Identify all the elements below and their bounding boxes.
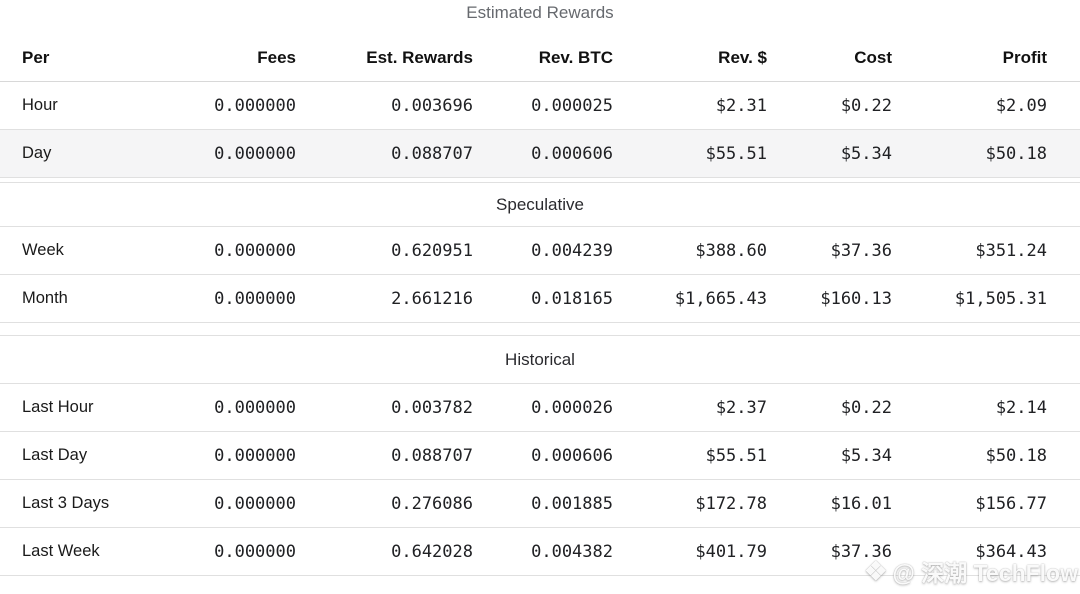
cell-day-per: Day [22, 144, 52, 162]
cell-last-day-cost: $5.34 [840, 445, 892, 466]
cell-last-hour-cost: $0.22 [840, 397, 892, 418]
cell-last-3-days-cost: $16.01 [830, 493, 892, 514]
section-header-historical: Historical [0, 335, 1080, 384]
cell-month-rev-btc: 0.018165 [531, 288, 613, 309]
column-header-rev-usd: Rev. $ [718, 48, 767, 67]
table-header-row: Per Fees Est. Rewards Rev. BTC Rev. $ Cost Pro… [0, 35, 1080, 82]
table-row-last-hour: Last Hour 0.000000 0.003782 0.000026 $2.37 $0… [0, 384, 1080, 432]
cell-day-cost: $5.34 [840, 143, 892, 164]
cell-last-3-days-fees: 0.000000 [214, 493, 296, 514]
cell-last-hour-rev-btc: 0.000026 [531, 397, 613, 418]
cell-last-day-rev-btc: 0.000606 [531, 445, 613, 466]
cell-last-hour-est-rewards: 0.003782 [391, 397, 473, 418]
cell-hour-cost: $0.22 [840, 95, 892, 116]
cell-last-3-days-profit: $156.77 [975, 493, 1047, 514]
cell-last-week-per: Last Week [22, 542, 100, 560]
cell-last-week-profit: $364.43 [975, 541, 1047, 562]
cell-last-week-cost: $37.36 [830, 541, 892, 562]
cell-last-week-fees: 0.000000 [214, 541, 296, 562]
cell-last-hour-profit: $2.14 [995, 397, 1047, 418]
cell-month-per: Month [22, 289, 68, 307]
cell-hour-rev-usd: $2.31 [715, 95, 767, 116]
cell-last-week-rev-btc: 0.004382 [531, 541, 613, 562]
column-header-est-rewards: Est. Rewards [366, 48, 473, 67]
column-header-cost: Cost [854, 48, 892, 67]
cell-hour-est-rewards: 0.003696 [391, 95, 473, 116]
cell-last-3-days-rev-usd: $172.78 [695, 493, 767, 514]
cell-last-3-days-est-rewards: 0.276086 [391, 493, 473, 514]
table-row-last-day: Last Day 0.000000 0.088707 0.000606 $55.51 $5… [0, 432, 1080, 480]
cell-last-hour-fees: 0.000000 [214, 397, 296, 418]
table-row-day: Day 0.000000 0.088707 0.000606 $55.51 $5.34 $5… [0, 130, 1080, 178]
cell-last-hour-per: Last Hour [22, 398, 94, 416]
cell-month-cost: $160.13 [820, 288, 892, 309]
cell-last-3-days-per: Last 3 Days [22, 494, 110, 512]
column-header-per: Per [22, 48, 50, 67]
cell-last-day-profit: $50.18 [985, 445, 1047, 466]
cell-last-day-per: Last Day [22, 446, 88, 464]
column-header-profit: Profit [1002, 48, 1047, 67]
cell-last-day-rev-usd: $55.51 [705, 445, 767, 466]
table-row-week: Week 0.000000 0.620951 0.004239 $388.60 $37.3… [0, 227, 1080, 275]
table-row-last-week: Last Week 0.000000 0.642028 0.004382 $401.79… [0, 528, 1080, 576]
cell-last-3-days-rev-btc: 0.001885 [531, 493, 613, 514]
cell-week-per: Week [22, 241, 64, 259]
cell-week-rev-usd: $388.60 [695, 240, 767, 261]
cell-week-cost: $37.36 [830, 240, 892, 261]
cell-hour-fees: 0.000000 [214, 95, 296, 116]
cell-last-week-est-rewards: 0.642028 [391, 541, 473, 562]
cell-week-fees: 0.000000 [214, 240, 296, 261]
cell-hour-profit: $2.09 [995, 95, 1047, 116]
section-header-speculative: Speculative [0, 182, 1080, 227]
table-row-last-3-days: Last 3 Days 0.000000 0.276086 0.001885 $172.… [0, 480, 1080, 528]
cell-week-rev-btc: 0.004239 [531, 240, 613, 261]
table-row-month: Month 0.000000 2.661216 0.018165 $1,665.43 $1… [0, 275, 1080, 323]
cell-last-day-fees: 0.000000 [214, 445, 296, 466]
cell-hour-rev-btc: 0.000025 [531, 95, 613, 116]
cell-last-hour-rev-usd: $2.37 [715, 397, 767, 418]
column-header-fees: Fees [257, 48, 296, 67]
cell-day-fees: 0.000000 [214, 143, 296, 164]
cell-day-rev-usd: $55.51 [705, 143, 767, 164]
cell-month-est-rewards: 2.661216 [391, 288, 473, 309]
cell-month-fees: 0.000000 [214, 288, 296, 309]
cell-last-week-rev-usd: $401.79 [695, 541, 767, 562]
cell-week-est-rewards: 0.620951 [391, 240, 473, 261]
rewards-table: Per Fees Est. Rewards Rev. BTC Rev. $ Cost Pro… [0, 35, 1080, 576]
cell-day-rev-btc: 0.000606 [531, 143, 613, 164]
cell-week-profit: $351.24 [975, 240, 1047, 261]
cell-day-profit: $50.18 [985, 143, 1047, 164]
column-header-rev-btc: Rev. BTC [538, 48, 613, 67]
cell-day-est-rewards: 0.088707 [391, 143, 473, 164]
cell-hour-per: Hour [22, 96, 58, 114]
table-row-hour: Hour 0.000000 0.003696 0.000025 $2.31 $0.22 $2… [0, 82, 1080, 130]
page-title: Estimated Rewards [466, 3, 614, 22]
cell-month-profit: $1,505.31 [954, 288, 1047, 309]
cell-month-rev-usd: $1,665.43 [674, 288, 767, 309]
cell-last-day-est-rewards: 0.088707 [391, 445, 473, 466]
